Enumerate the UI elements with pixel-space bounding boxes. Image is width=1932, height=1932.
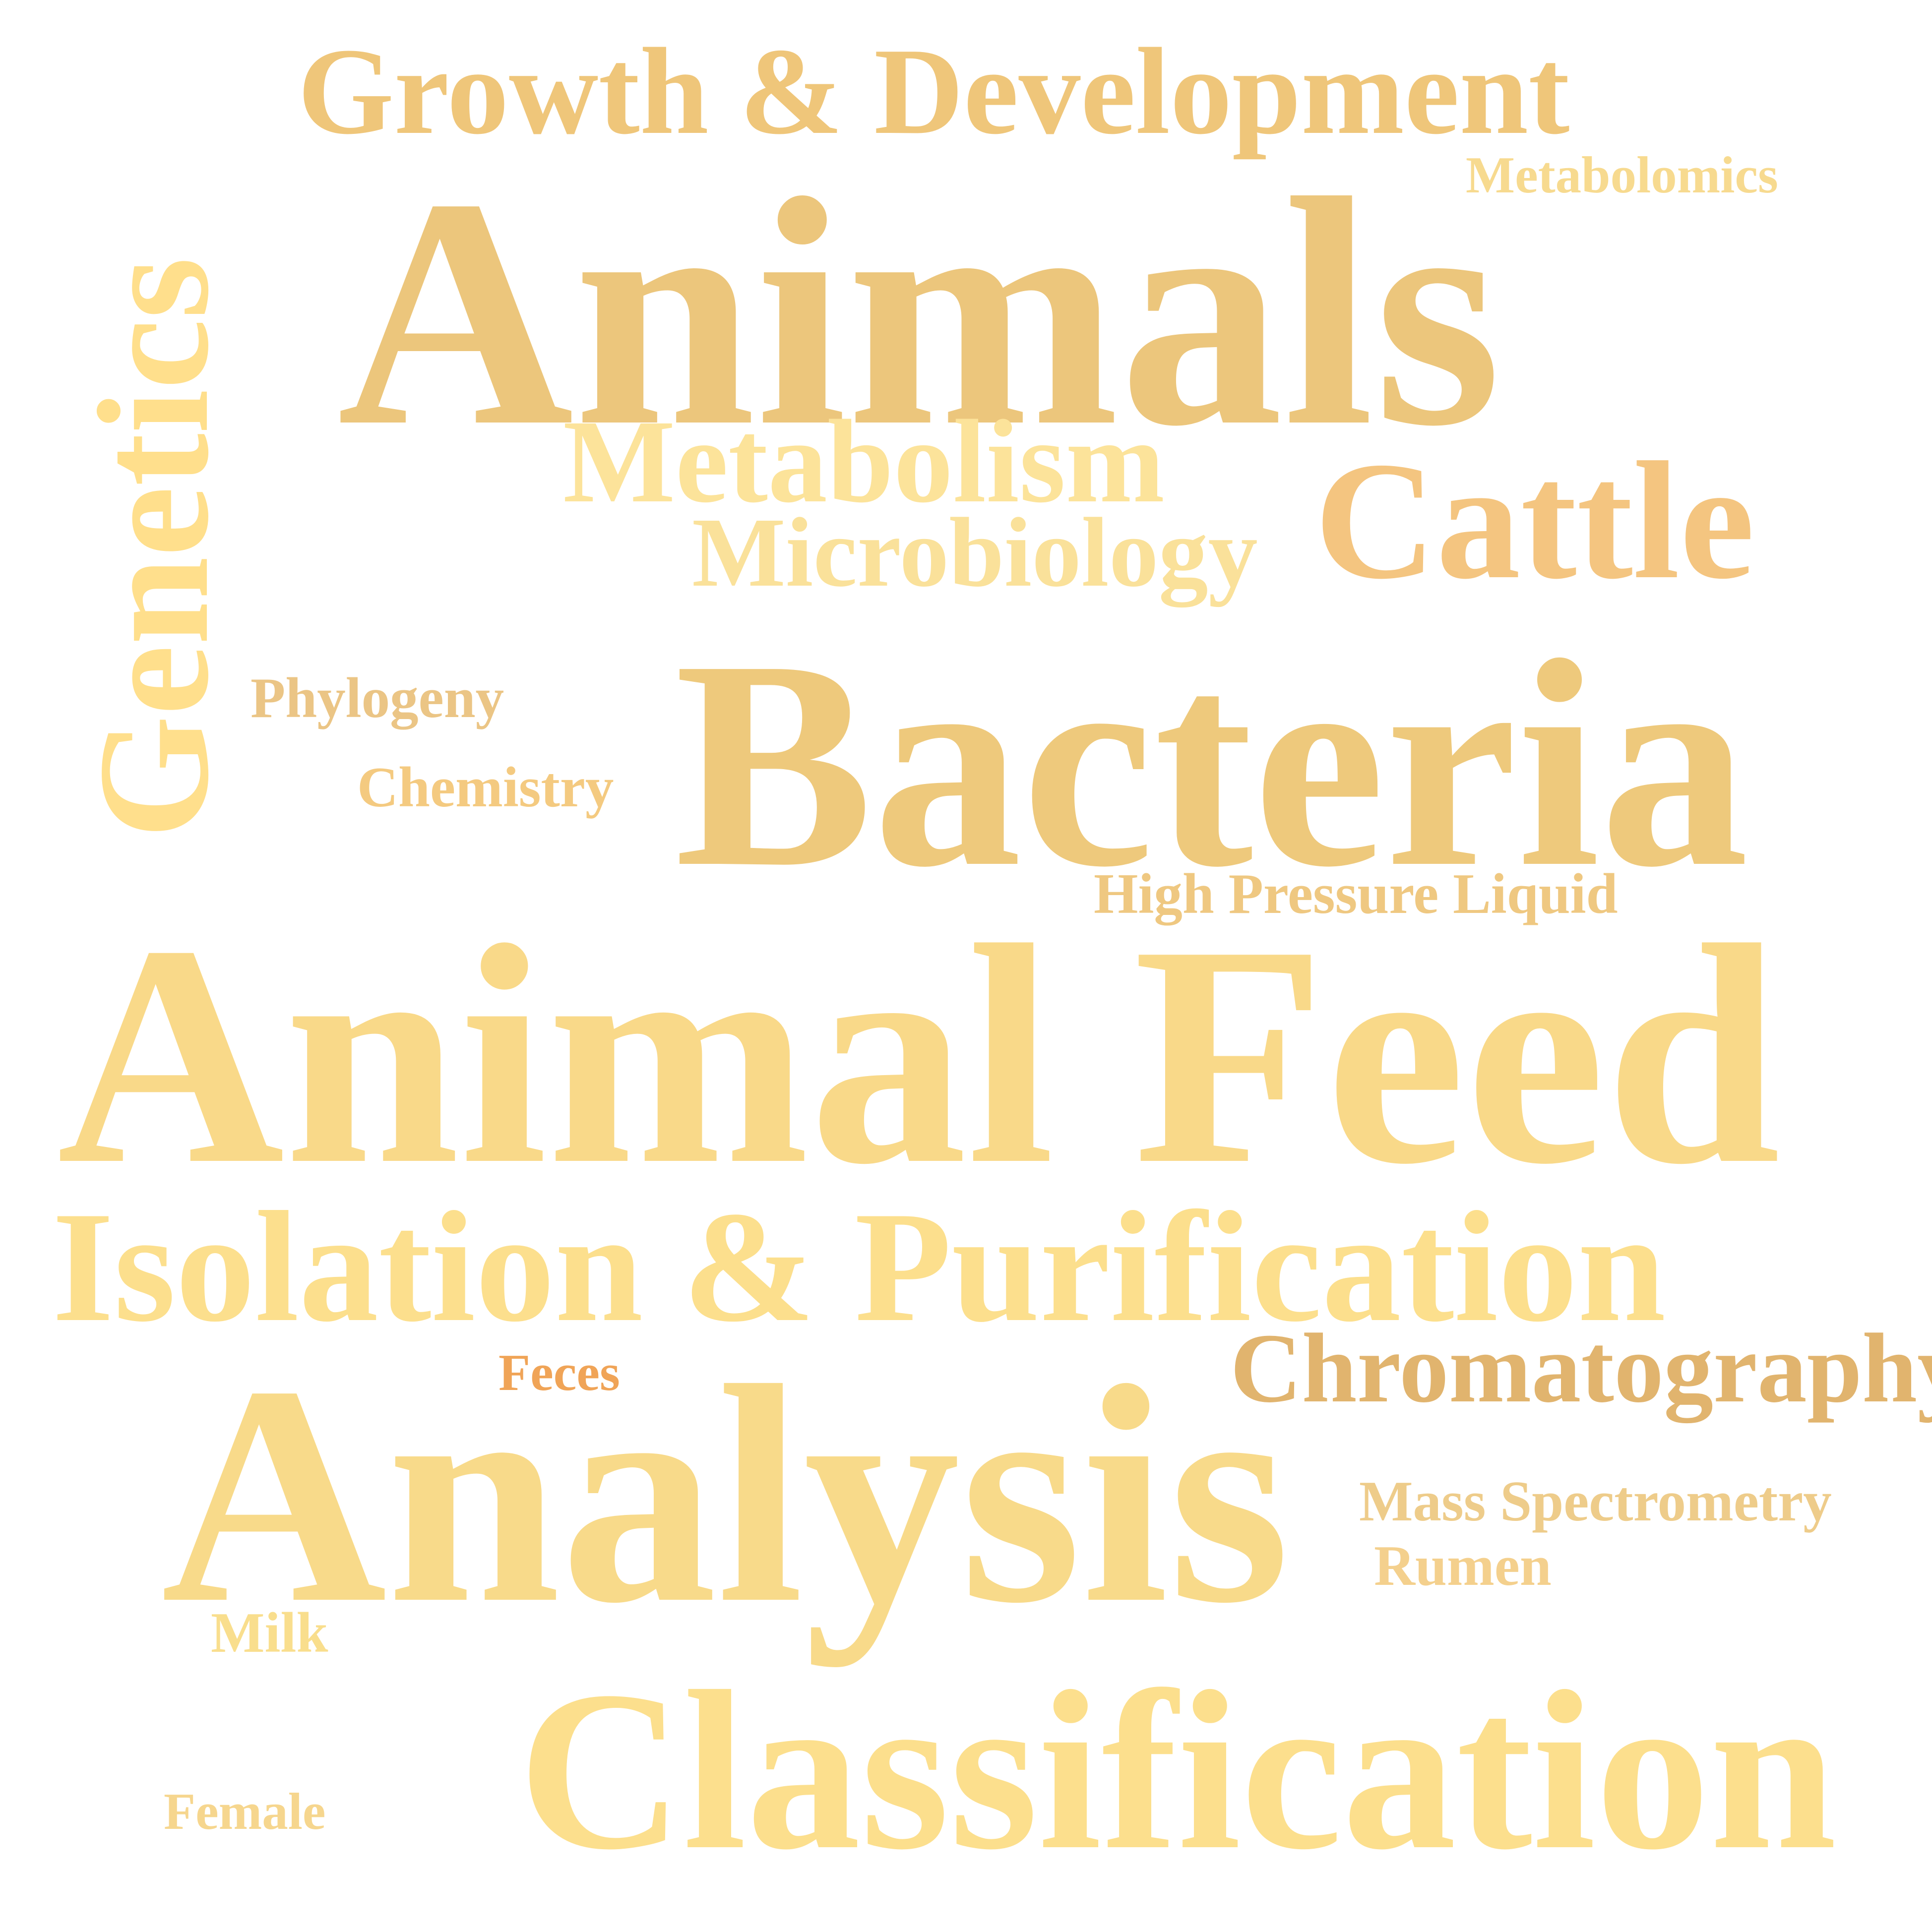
word-rumen: Rumen	[1374, 1534, 1552, 1597]
word-milk: Milk	[211, 1601, 328, 1664]
word-analysis: Analysis	[161, 1322, 1290, 1668]
word-chromatography: Chromatography	[1230, 1314, 1932, 1423]
word-metabolomics: Metabolomics	[1466, 146, 1778, 204]
word-cattle: Cattle	[1314, 427, 1755, 614]
word-isolation-purification: Isolation & Purification	[52, 1179, 1666, 1355]
word-classification: Classification	[518, 1644, 1837, 1897]
word-animal-feed: Animal Feed	[57, 881, 1781, 1229]
word-animals: Animals	[337, 131, 1502, 493]
word-metabolism: Metabolism	[563, 395, 1165, 527]
word-mass-spectrometry: Mass Spectrometry	[1359, 1470, 1832, 1533]
word-feces: Feces	[499, 1343, 620, 1401]
word-growth-development: Growth & Development	[298, 23, 1570, 160]
word-genetics: Genetics	[66, 257, 242, 839]
word-high-pressure-liquid: High Pressure Liquid	[1094, 862, 1618, 925]
word-female: Female	[164, 1782, 326, 1840]
word-bacteria: Bacteria	[675, 599, 1749, 928]
word-phylogeny: Phylogeny	[250, 666, 504, 729]
word-microbiology: Microbiology	[692, 498, 1258, 607]
word-chemistry: Chemistry	[357, 756, 614, 819]
